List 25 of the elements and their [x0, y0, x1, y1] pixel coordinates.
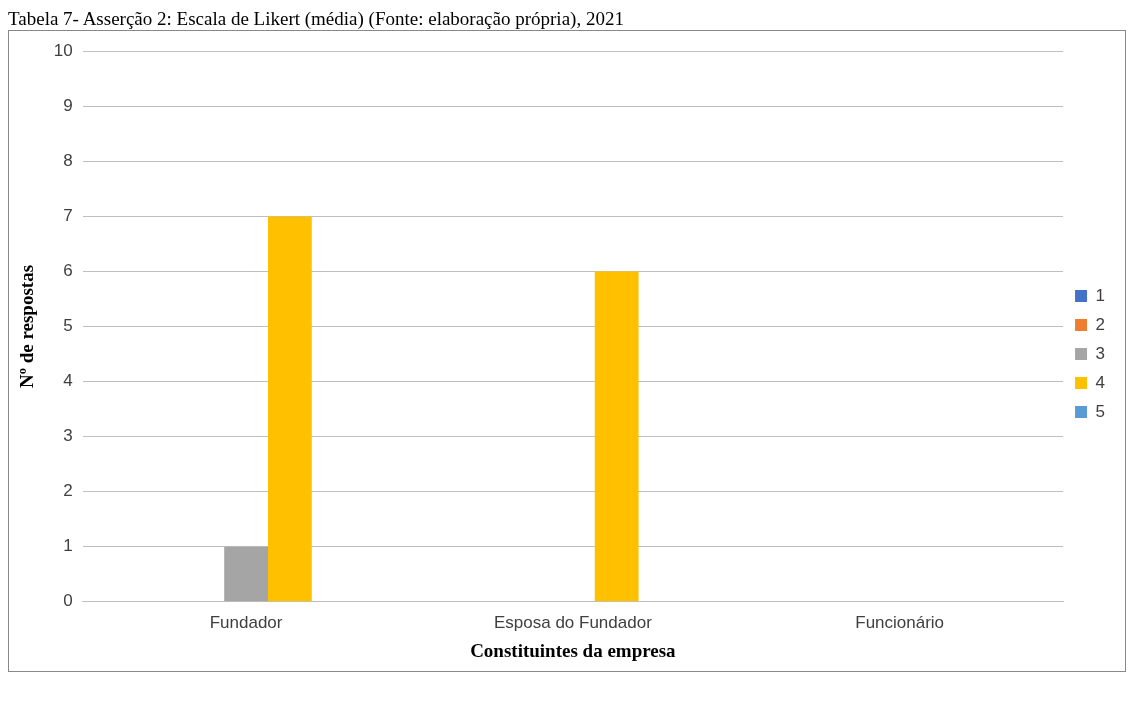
y-tick-label: 8: [63, 151, 73, 171]
y-tick-label: 9: [63, 95, 73, 115]
x-axis-title: Constituintes da empresa: [470, 639, 677, 661]
y-axis-title: Nº de respostas: [16, 264, 38, 389]
y-tick-label: 3: [63, 426, 73, 446]
y-tick-label: 5: [63, 316, 73, 336]
x-tick-label: Esposa do Fundador: [493, 612, 653, 632]
y-tick-label: 7: [63, 206, 73, 226]
x-tick-label: Fundador: [209, 612, 283, 632]
bar: [224, 546, 268, 602]
y-tick-label: 1: [63, 536, 73, 556]
legend-label: 5: [1095, 401, 1106, 421]
x-tick-label: Funcionário: [855, 612, 945, 632]
legend-label: 4: [1095, 372, 1106, 392]
legend-label: 3: [1095, 343, 1106, 363]
legend-label: 2: [1095, 314, 1106, 334]
y-tick-label: 10: [53, 40, 73, 60]
bar: [267, 216, 312, 602]
y-tick-label: 6: [63, 261, 73, 281]
y-tick-label: 2: [63, 481, 73, 501]
bar: [594, 271, 639, 602]
y-tick-label: 4: [63, 371, 73, 391]
y-tick-label: 0: [63, 591, 73, 611]
chart-title: Tabela 7- Asserção 2: Escala de Likert (média) (Fonte: elaboração própria), 2021: [8, 8, 625, 30]
legend-label: 1: [1095, 285, 1106, 305]
